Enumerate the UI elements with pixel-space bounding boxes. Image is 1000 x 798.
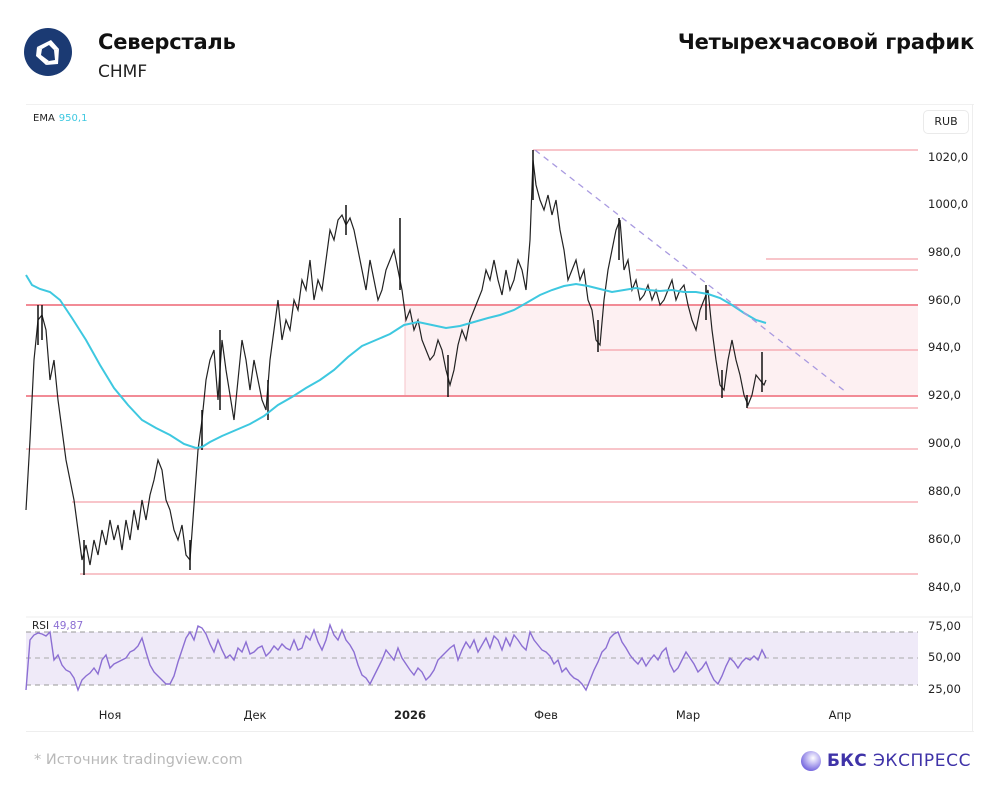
chart-type-title: Четырехчасовой график — [677, 30, 974, 54]
time-tick: Мар — [675, 708, 701, 722]
bcs-orb-icon — [801, 751, 821, 771]
price-tick: 1020,0 — [928, 150, 969, 164]
price-tick: 900,0 — [928, 436, 961, 450]
price-axis-divider — [972, 104, 973, 732]
rsi-legend[interactable]: RSI 49,87 — [32, 620, 83, 632]
time-tick: Апр — [828, 708, 852, 722]
time-tick: Ноя — [98, 708, 122, 722]
price-tick: 960,0 — [928, 293, 961, 307]
price-tick: 980,0 — [928, 245, 961, 259]
severstal-logo-icon — [24, 28, 72, 76]
time-tick: 2026 — [393, 708, 427, 722]
header: Северсталь CHMF Четырехчасовой график — [0, 0, 1000, 100]
support-resistance-levels — [26, 149, 918, 575]
ema-value: 950,1 — [58, 113, 88, 124]
brand-logo: БКС ЭКСПРЕСС — [801, 749, 971, 773]
price-tick: 1000,0 — [928, 197, 969, 211]
price-tick: 860,0 — [928, 532, 961, 546]
rsi-tick: 75,00 — [928, 619, 961, 633]
company-name: Северсталь — [98, 30, 236, 54]
rsi-label: RSI — [32, 620, 50, 632]
rsi-tick: 25,00 — [928, 682, 961, 696]
ticker-symbol: CHMF — [98, 62, 148, 82]
time-tick: Дек — [243, 708, 267, 722]
price-tick: 880,0 — [928, 484, 961, 498]
brand-name-light: ЭКСПРЕСС — [872, 751, 972, 771]
source-note: * Источник tradingview.com — [34, 752, 243, 768]
ema-line — [25, 274, 767, 450]
price-tick: 920,0 — [928, 388, 961, 402]
rsi-value: 49,87 — [53, 620, 84, 632]
price-tick: 840,0 — [928, 580, 961, 594]
currency-button[interactable]: RUB — [923, 110, 969, 134]
ema-label: EMA — [33, 113, 55, 124]
rsi-line — [25, 622, 767, 693]
time-tick: Фев — [534, 708, 558, 722]
price-tick: 940,0 — [928, 340, 961, 354]
rsi-tick: 50,00 — [928, 650, 961, 664]
brand-name-bold: БКС — [827, 751, 867, 771]
time-axis-border — [26, 731, 973, 732]
ema-legend[interactable]: EMA 950,1 — [33, 113, 87, 124]
